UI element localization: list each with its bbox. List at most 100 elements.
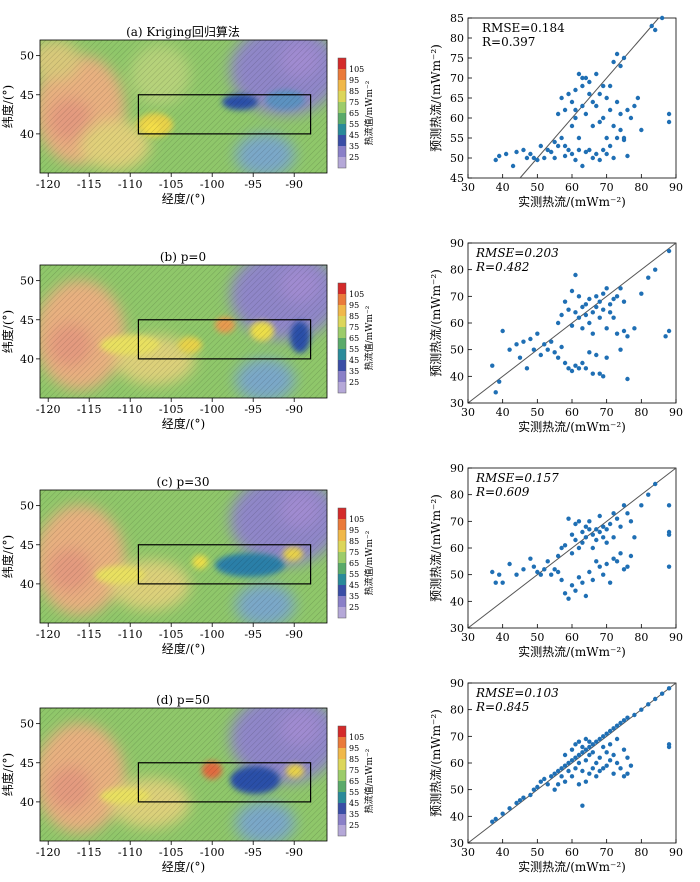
data-point <box>607 83 613 89</box>
data-point <box>583 149 589 155</box>
data-point <box>559 545 564 551</box>
colorbar-tick-label: 55 <box>349 120 359 129</box>
data-point <box>611 771 616 776</box>
data-point <box>639 707 644 712</box>
y-tick-label: 60 <box>450 317 464 330</box>
data-point <box>635 95 641 101</box>
colorbar-swatch <box>338 530 346 541</box>
x-tick-label: 50 <box>530 406 544 419</box>
data-point <box>614 51 620 57</box>
x-tick-label: 30 <box>461 181 475 194</box>
data-point <box>517 355 523 360</box>
data-point <box>594 774 599 779</box>
data-point <box>611 155 616 161</box>
data-point <box>607 580 613 585</box>
data-point <box>573 742 578 747</box>
data-point <box>493 816 498 822</box>
y-axis-label: 纬度/(°) <box>0 753 15 796</box>
data-point <box>583 758 589 763</box>
data-point <box>517 798 523 803</box>
data-point <box>555 768 561 774</box>
data-point <box>618 766 623 771</box>
data-point <box>590 99 595 105</box>
data-point <box>639 503 644 508</box>
colorbar-swatch <box>338 737 346 748</box>
colorbar-tick-label: 55 <box>349 345 359 354</box>
data-point <box>597 299 602 304</box>
data-point <box>542 776 547 782</box>
data-point <box>538 779 543 784</box>
data-point <box>587 147 592 153</box>
data-point <box>521 567 526 572</box>
data-point <box>611 123 616 129</box>
r-annotation: R=0.845 <box>475 700 529 714</box>
colorbar-tick-label: 35 <box>349 592 359 601</box>
x-tick-label: -100 <box>200 403 225 416</box>
x-tick-label: -110 <box>118 403 143 416</box>
data-point <box>528 792 533 798</box>
data-point <box>597 564 602 569</box>
study-area-box <box>137 762 312 803</box>
data-point <box>500 328 505 334</box>
data-point <box>573 310 578 315</box>
data-point <box>580 326 585 331</box>
data-point <box>583 779 589 784</box>
x-tick-label: 90 <box>669 406 683 419</box>
data-point <box>573 107 578 113</box>
colorbar-swatch <box>338 316 346 327</box>
data-point <box>590 577 595 583</box>
x-tick-label: 70 <box>600 181 614 194</box>
colorbar-swatch <box>338 585 346 596</box>
data-point <box>587 752 592 758</box>
data-point <box>597 315 602 320</box>
data-point <box>618 286 623 291</box>
data-point <box>535 331 540 336</box>
data-point <box>514 149 519 155</box>
data-point <box>569 551 575 556</box>
y-axis-label: 预测热流/(mWm⁻²) <box>429 44 443 152</box>
y-tick-label: 90 <box>450 462 464 475</box>
y-axis-label: 预测热流/(mWm⁻²) <box>429 709 443 817</box>
data-point <box>625 771 630 776</box>
data-point <box>653 27 658 33</box>
y-tick-label: 75 <box>450 52 464 65</box>
data-point <box>590 331 595 336</box>
x-tick-label: 90 <box>669 631 683 644</box>
data-point <box>562 360 568 366</box>
data-point <box>535 784 540 790</box>
data-point <box>573 537 578 543</box>
data-point <box>621 299 627 304</box>
data-point <box>625 715 630 720</box>
data-point <box>566 366 571 371</box>
data-point <box>590 742 595 747</box>
y-tick-label: 40 <box>20 578 34 591</box>
x-tick-label: 50 <box>530 631 544 644</box>
data-point <box>601 115 606 121</box>
data-point <box>625 153 630 159</box>
colorbar-label: 热流值/mWm⁻² <box>363 80 375 145</box>
heatmap-panel-b: (b) p=0 -120 -115 -110 -105 -100 -95 -9 <box>0 250 375 431</box>
y-tick-label: 45 <box>20 757 34 770</box>
colorbar-swatch <box>338 382 346 393</box>
x-tick-label: -95 <box>244 178 262 191</box>
colorbar-label: 热流值/mWm⁻² <box>363 748 375 813</box>
x-tick-label: -115 <box>77 403 102 416</box>
data-point <box>604 731 609 736</box>
data-point <box>621 328 627 334</box>
data-point <box>587 91 592 97</box>
data-point <box>663 334 668 339</box>
data-point <box>555 320 561 326</box>
x-tick-label: 60 <box>565 406 579 419</box>
data-point <box>580 540 585 545</box>
x-tick-label: 30 <box>461 846 475 859</box>
data-point <box>639 127 644 133</box>
x-tick-label: 30 <box>461 631 475 644</box>
colorbar-tick-label: 75 <box>349 766 359 775</box>
colorbar-tick-label: 55 <box>349 570 359 579</box>
data-point <box>583 111 589 117</box>
colorbar-swatch <box>338 519 346 530</box>
data-point <box>583 366 589 371</box>
data-point <box>604 135 609 141</box>
heatmap-panel-c: (c) p=30 -120 -115 -110 -105 -100 -95 -90 40 45 5… <box>0 475 375 656</box>
